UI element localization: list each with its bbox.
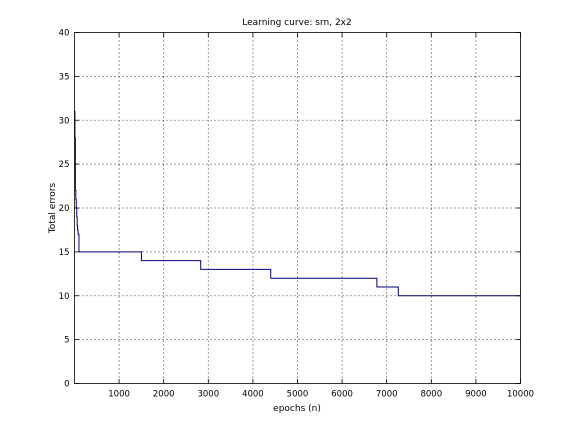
x-tick-label: 5000 [287, 390, 309, 400]
y-tick-label: 5 [64, 336, 69, 346]
x-tick-label: 10000 [507, 390, 534, 400]
chart-title: Learning curve: srn, 2x2 [242, 18, 351, 28]
y-tick-label: 30 [59, 116, 70, 126]
x-tick-label: 3000 [197, 390, 219, 400]
y-tick-label: 35 [59, 72, 70, 82]
x-tick-label: 2000 [153, 390, 175, 400]
x-axis-label: epochs (n) [273, 404, 321, 414]
series-line [74, 110, 521, 297]
y-tick-label: 25 [59, 160, 70, 170]
y-tick-label: 15 [59, 248, 70, 258]
series-layer [74, 110, 521, 297]
y-tick-labels: 0 5 10 15 20 25 30 35 40 [59, 29, 70, 390]
y-tick-label: 0 [64, 380, 69, 390]
x-tick-label: 8000 [420, 390, 442, 400]
x-tick-label: 4000 [242, 390, 264, 400]
x-tick-label: 6000 [331, 390, 353, 400]
grid-lines [74, 32, 521, 384]
x-tick-label: 1000 [108, 390, 130, 400]
y-tick-label: 40 [59, 29, 70, 39]
axis-ticks [74, 32, 521, 384]
x-tick-label: 9000 [465, 390, 487, 400]
y-tick-label: 20 [59, 204, 70, 214]
y-axis-label: Total errors [48, 183, 58, 235]
y-tick-label: 10 [59, 292, 70, 302]
x-tick-label: 7000 [376, 390, 398, 400]
x-tick-labels: 1000 2000 3000 4000 5000 6000 7000 8000 9000 1000… [108, 390, 534, 400]
